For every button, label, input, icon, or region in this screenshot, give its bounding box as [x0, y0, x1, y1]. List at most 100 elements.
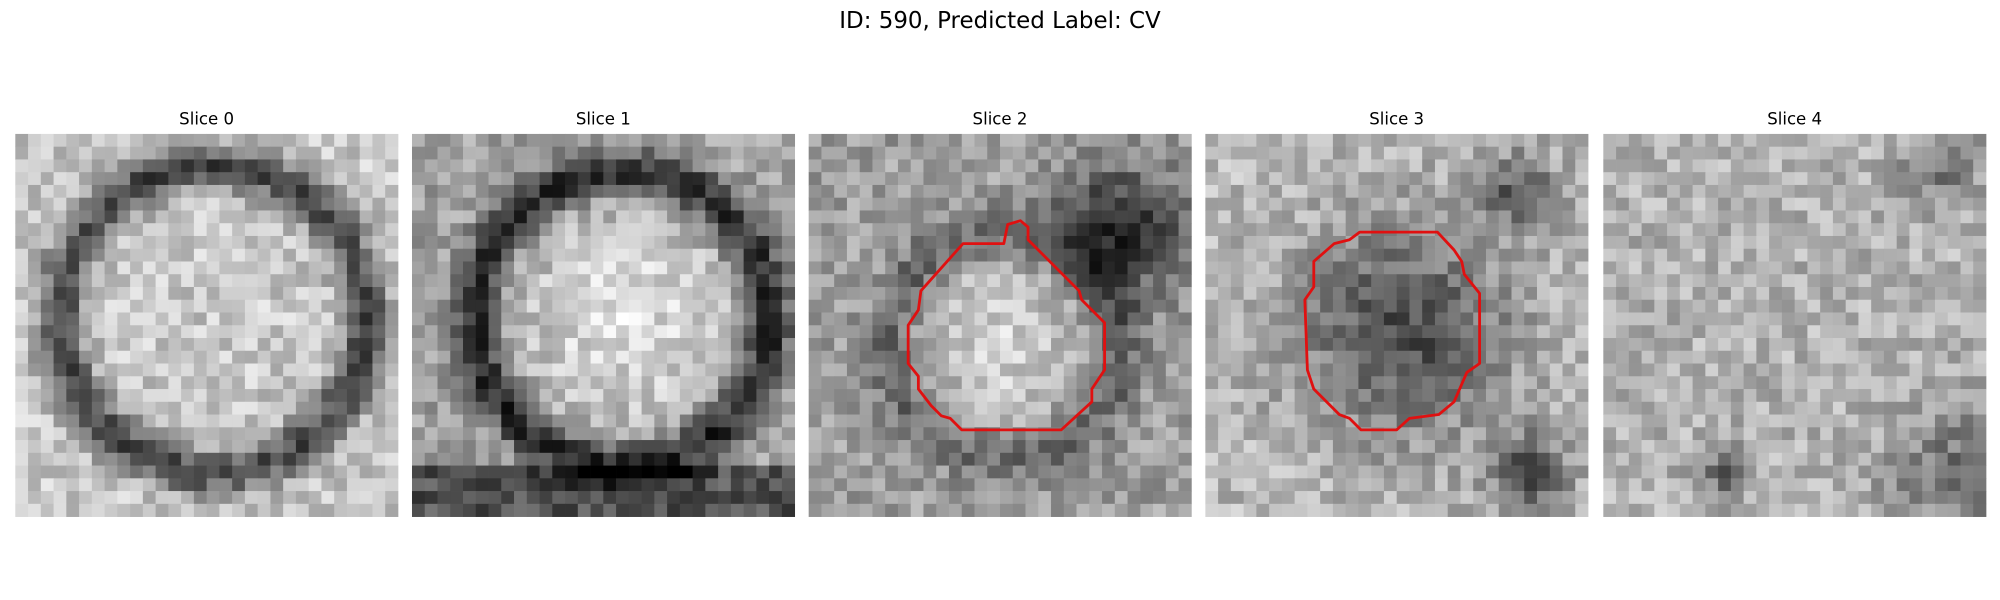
pixel — [334, 235, 348, 250]
pixel — [1218, 350, 1232, 364]
pixel — [1807, 325, 1821, 339]
pixel — [1781, 503, 1796, 517]
pixel — [321, 401, 335, 415]
pixel — [616, 325, 630, 339]
pixel — [552, 172, 566, 186]
pixel — [885, 325, 899, 339]
pixel — [142, 465, 156, 479]
pixel — [1794, 427, 1808, 441]
pixel — [40, 235, 54, 250]
pixel — [1524, 223, 1538, 237]
pixel — [1562, 427, 1576, 441]
pixel — [437, 376, 451, 390]
pixel — [743, 325, 757, 339]
pixel — [334, 146, 348, 160]
pixel — [372, 172, 386, 186]
pixel — [385, 248, 399, 262]
pixel — [1628, 465, 1642, 479]
pixel — [987, 261, 1001, 275]
pixel — [1218, 274, 1232, 288]
pixel — [679, 146, 693, 160]
pixel — [743, 389, 757, 403]
pixel — [155, 427, 169, 441]
pixel — [910, 223, 924, 237]
pixel — [577, 389, 591, 403]
pixel — [1973, 401, 1987, 415]
pixel — [1511, 159, 1525, 173]
pixel — [1089, 465, 1103, 479]
pixel — [181, 197, 195, 211]
pixel — [1012, 452, 1026, 466]
pixel — [974, 223, 988, 237]
pixel — [53, 452, 67, 466]
pixel — [1076, 325, 1090, 339]
pixel — [667, 248, 681, 262]
pixel — [475, 427, 489, 441]
pixel — [40, 197, 54, 211]
pixel — [718, 312, 732, 326]
pixel — [514, 159, 528, 173]
pixel — [283, 389, 297, 403]
pixel — [730, 478, 745, 492]
pixel — [1165, 401, 1179, 415]
pixel — [142, 491, 156, 505]
pixel — [1807, 286, 1821, 301]
pixel — [1358, 223, 1372, 237]
pixel — [385, 159, 399, 173]
pixel — [1794, 350, 1808, 364]
pixel — [1769, 312, 1783, 326]
pixel — [1114, 274, 1128, 288]
pixel — [168, 172, 182, 186]
pixel — [1140, 197, 1154, 211]
pixel — [66, 235, 80, 250]
pixel — [821, 503, 835, 517]
pixel — [654, 159, 668, 173]
pixel — [1396, 184, 1410, 199]
pixel — [705, 159, 719, 173]
pixel — [295, 299, 310, 313]
pixel — [15, 325, 29, 339]
pixel — [1409, 389, 1423, 403]
pixel — [1769, 478, 1783, 492]
pixel — [79, 146, 93, 160]
pixel — [590, 261, 604, 275]
pixel — [872, 503, 886, 517]
pixel — [15, 274, 29, 288]
pixel — [1051, 376, 1065, 390]
pixel — [104, 184, 118, 199]
pixel — [155, 478, 169, 492]
pixel — [1230, 491, 1245, 505]
pixel — [28, 146, 42, 160]
pixel — [846, 503, 861, 517]
pixel — [1769, 286, 1783, 301]
pixel — [79, 210, 93, 224]
pixel — [1063, 440, 1077, 454]
pixel — [1743, 414, 1757, 428]
pixel — [885, 440, 899, 454]
pixel — [1603, 478, 1617, 492]
pixel — [1562, 338, 1576, 352]
pixel — [66, 248, 80, 262]
pixel — [1000, 440, 1014, 454]
pixel — [117, 325, 131, 339]
pixel — [181, 401, 195, 415]
pixel — [219, 235, 233, 250]
pixel — [1536, 376, 1551, 390]
pixel — [1140, 414, 1154, 428]
pixel — [1549, 452, 1563, 466]
pixel — [667, 172, 681, 186]
pixel — [923, 159, 937, 173]
pixel — [15, 197, 29, 211]
pixel — [987, 274, 1001, 288]
pixel — [450, 376, 464, 390]
pixel — [743, 440, 757, 454]
pixel — [219, 172, 233, 186]
pixel — [1845, 210, 1859, 224]
pixel — [270, 197, 284, 211]
pixel — [1396, 235, 1410, 250]
pixel — [743, 184, 757, 199]
pixel — [450, 197, 464, 211]
pixel — [385, 478, 399, 492]
pixel — [168, 312, 182, 326]
pixel — [79, 159, 93, 173]
